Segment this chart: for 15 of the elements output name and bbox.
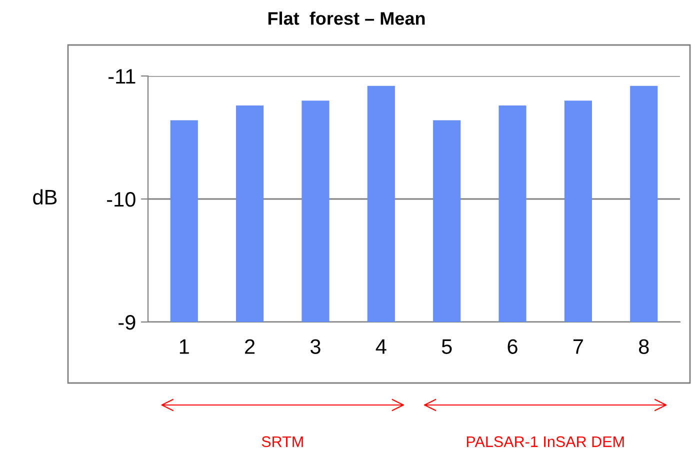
x-tick-label: 6 (508, 339, 518, 354)
y-tick-label: -9 (118, 315, 136, 330)
y-tick-label: -11 (108, 69, 136, 84)
x-tick-label: 2 (245, 339, 255, 354)
text: SRTM (262, 436, 303, 448)
x-tick-label: 7 (573, 339, 583, 354)
x-tick-label: 1 (180, 339, 189, 354)
y-tick-label: -10 (107, 192, 136, 207)
x-tick-label: 5 (442, 339, 452, 354)
x-tick-label: 3 (310, 339, 320, 354)
chart-title: Flat forest – Mean (268, 12, 425, 25)
y-axis-title: dB (33, 189, 57, 205)
x-tick-label: 4 (376, 339, 386, 354)
x-tick-label: 8 (638, 339, 649, 354)
text: PALSAR-1 InSAR DEM (466, 436, 624, 448)
